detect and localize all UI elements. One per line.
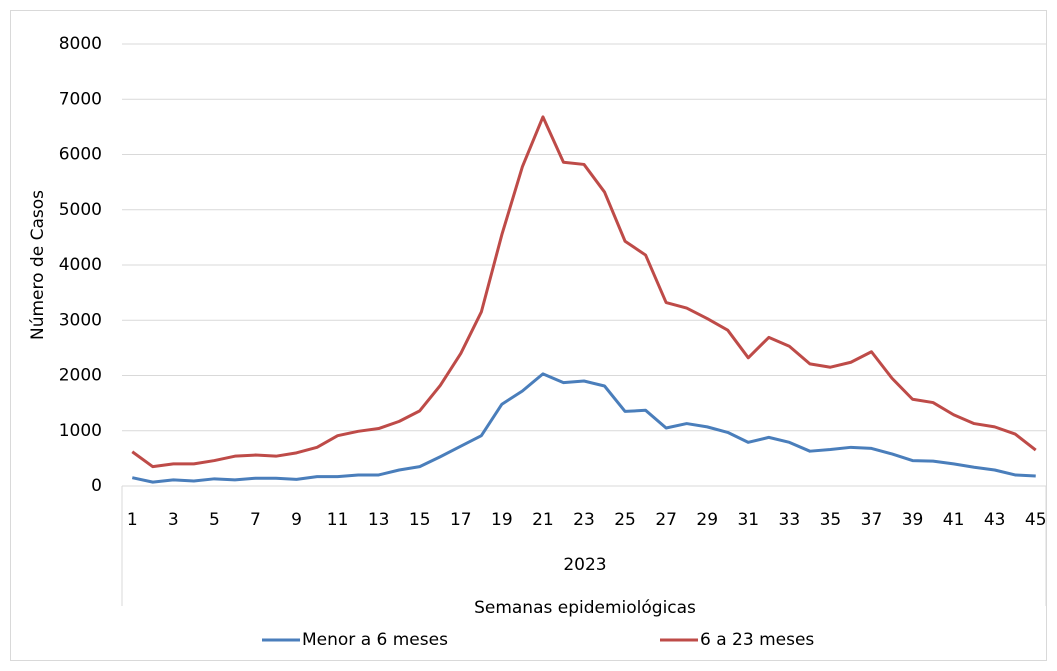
y-tick-label: 3000 <box>59 310 102 330</box>
y-tick-label: 8000 <box>59 34 102 54</box>
series-line <box>131 372 1036 484</box>
y-tick-label: 0 <box>91 476 102 496</box>
y-tick-label: 5000 <box>59 200 102 220</box>
x-tick-label: 45 <box>1025 510 1047 530</box>
x-tick-label: 25 <box>614 510 636 530</box>
x-tick-label: 29 <box>696 510 718 530</box>
x-tick-label: 37 <box>861 510 883 530</box>
y-tick-label: 1000 <box>59 421 102 441</box>
x-tick-label: 9 <box>291 510 302 530</box>
x-tick-label: 11 <box>327 510 349 530</box>
y-tick-label: 7000 <box>59 89 102 109</box>
x-tick-label: 23 <box>573 510 595 530</box>
x-tick-label: 17 <box>450 510 472 530</box>
x-tick-label: 21 <box>532 510 554 530</box>
x-tick-label: 35 <box>820 510 842 530</box>
x-tick-label: 15 <box>409 510 431 530</box>
x-tick-label: 5 <box>209 510 220 530</box>
x-tick-label: 41 <box>943 510 965 530</box>
legend-label: 6 a 23 meses <box>700 630 814 650</box>
x-tick-label: 33 <box>779 510 801 530</box>
x-axis-title: Semanas epidemiológicas <box>474 598 696 618</box>
y-tick-label: 6000 <box>59 145 102 165</box>
series-line <box>131 115 1037 469</box>
y-tick-label: 4000 <box>59 255 102 275</box>
x-tick-label: 43 <box>984 510 1006 530</box>
y-axis-title: Número de Casos <box>28 190 48 340</box>
x-tick-label: 27 <box>655 510 677 530</box>
x-tick-label: 3 <box>168 510 179 530</box>
x-tick-label: 1 <box>127 510 138 530</box>
legend-label: Menor a 6 meses <box>302 630 448 650</box>
y-tick-label: 2000 <box>59 366 102 386</box>
x-tick-label: 7 <box>250 510 261 530</box>
x-tick-label: 13 <box>368 510 390 530</box>
chart-border <box>10 10 1047 661</box>
x-group-label: 2023 <box>563 555 606 575</box>
x-tick-label: 31 <box>737 510 759 530</box>
x-tick-label: 19 <box>491 510 513 530</box>
x-tick-label: 39 <box>902 510 924 530</box>
